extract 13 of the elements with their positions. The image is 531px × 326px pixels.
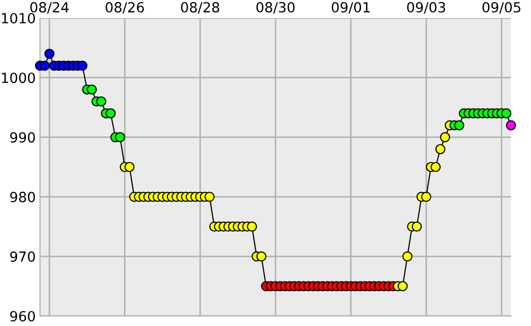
x-tick-label: 08/26 bbox=[106, 2, 144, 14]
y-tick-label: 1010 bbox=[2, 12, 35, 24]
y-tick-label: 960 bbox=[10, 310, 35, 322]
y-tick-label: 1000 bbox=[2, 72, 35, 84]
y-tick-label: 970 bbox=[10, 251, 35, 262]
y-tick-label: 980 bbox=[10, 192, 35, 202]
x-tick-label: 08/30 bbox=[256, 2, 295, 14]
x-tick-label: 08/24 bbox=[30, 2, 69, 14]
x-tick-label: 09/03 bbox=[407, 2, 446, 14]
y-tick-label: 990 bbox=[10, 132, 35, 143]
x-tick-label: 08/28 bbox=[181, 2, 220, 14]
x-tick-label: 09/01 bbox=[332, 2, 370, 14]
x-tick-label: 09/05 bbox=[482, 2, 520, 14]
